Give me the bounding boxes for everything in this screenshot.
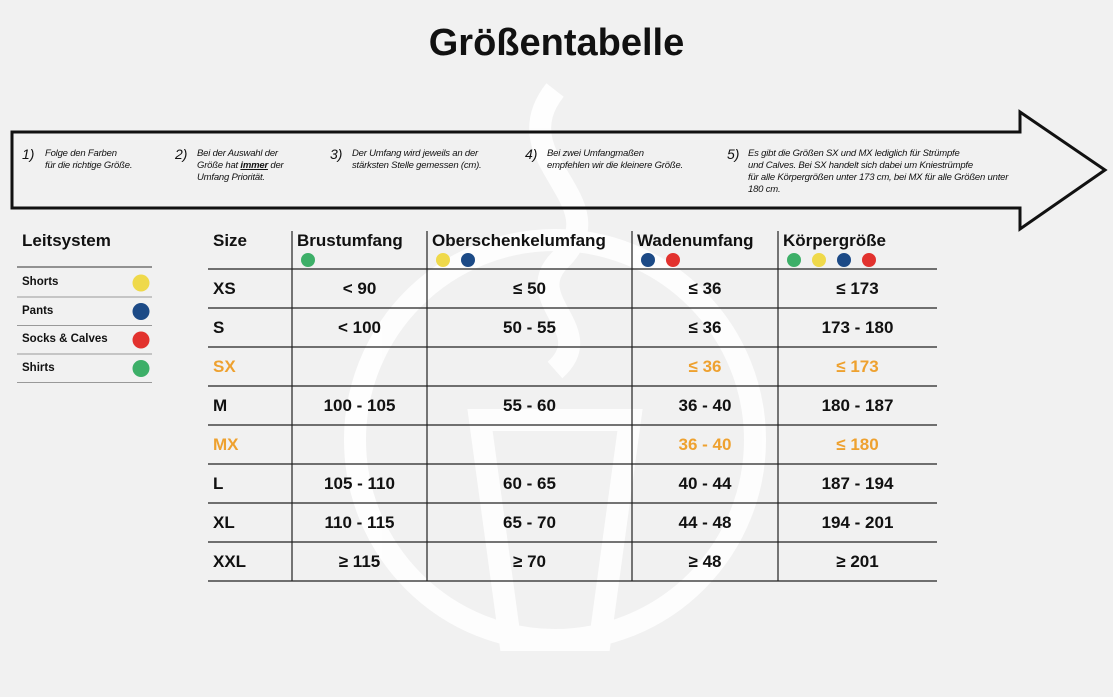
color-dot (666, 253, 680, 267)
column-header: Körpergröße (783, 231, 886, 250)
color-dot (837, 253, 851, 267)
color-dot (436, 253, 450, 267)
emphasis: immer (240, 160, 268, 171)
color-dot (461, 253, 475, 267)
legend-label: Shorts (22, 276, 59, 288)
legend-label: Shirts (22, 361, 55, 374)
color-dot (301, 253, 315, 267)
title: Größentabelle (428, 22, 685, 64)
arrow (10, 109, 1108, 232)
text: der (267, 160, 284, 171)
step-text: Bei der Auswahl der (197, 148, 278, 159)
step-text: Größe hat immer der (197, 160, 284, 172)
color-dot (812, 253, 826, 267)
cell: 100 - 105 (323, 396, 396, 415)
legend-label: Pants (22, 304, 54, 317)
step-text: für alle Körpergrößen unter 173 cm, bei … (748, 172, 1009, 183)
step-text: Es gibt die Größen SX und MX lediglich f… (748, 148, 960, 159)
cell: 55 - 60 (503, 396, 556, 415)
legend-dot (132, 360, 150, 377)
cell: ≥ 48 (688, 552, 722, 571)
step-number: 2) (175, 146, 188, 162)
color-dot (787, 253, 801, 267)
step-number: 5) (727, 146, 740, 162)
size-label: XXL (213, 552, 247, 571)
cell: 105 - 110 (324, 474, 395, 493)
cell: 44 - 48 (678, 513, 732, 532)
cell: ≥ 70 (513, 552, 546, 571)
cell: 36 - 40 (678, 396, 732, 415)
step-text: Bei zwei Umfangmaßen (547, 148, 644, 159)
cell: ≤ 173 (836, 357, 879, 376)
size-label: SX (213, 357, 236, 376)
cell: ≤ 180 (836, 435, 879, 454)
cell: ≤ 50 (513, 279, 546, 298)
step-text: Folge den Farben (45, 148, 117, 159)
cell: ≤ 173 (836, 279, 879, 298)
cell: 110 - 115 (324, 513, 395, 532)
step-text: Der Umfang wird jeweils an der (352, 148, 478, 159)
cell: 187 - 194 (821, 474, 894, 493)
step-text: empfehlen wir die kleinere Größe. (547, 160, 683, 171)
column-header: Wadenumfang (637, 231, 754, 250)
color-dot (641, 253, 655, 267)
size-label: M (213, 396, 228, 415)
cell: 65 - 70 (503, 513, 556, 532)
step-text: und Calves. Bei SX handelt sich dabei um… (748, 160, 973, 171)
cell: 180 - 187 (821, 396, 894, 415)
cell: ≤ 36 (688, 357, 722, 376)
step-text: für die richtige Größe. (45, 160, 133, 171)
color-dot (862, 253, 876, 267)
cell: 60 - 65 (503, 474, 556, 493)
step-number: 4) (525, 146, 538, 162)
size-label: S (213, 318, 225, 337)
legend-label: Socks & Calves (22, 333, 108, 345)
step-number: 3) (330, 146, 343, 162)
legend-title: Leitsystem (22, 231, 111, 250)
step-number: 1) (22, 146, 35, 162)
size-label: XS (213, 279, 236, 298)
text: Größe hat (197, 160, 241, 171)
cell: ≤ 36 (688, 279, 722, 298)
column-header: Size (213, 231, 248, 250)
size-label: XL (213, 513, 235, 532)
cell: 50 - 55 (503, 318, 556, 337)
step-text: 180 cm. (748, 184, 781, 195)
cell: ≥ 115 (338, 552, 381, 571)
size-label: L (213, 474, 224, 493)
step-text: Umfang Priorität. (197, 172, 265, 183)
cell: < 100 (337, 318, 381, 337)
cell: 36 - 40 (678, 435, 732, 454)
legend-dot (132, 331, 150, 349)
legend-dot (132, 303, 150, 320)
cell: ≥ 201 (836, 552, 879, 571)
watermark (344, 83, 766, 651)
step-text: stärksten Stelle gemessen (cm). (352, 160, 482, 171)
cell: 194 - 201 (821, 513, 894, 532)
cell: 173 - 180 (821, 318, 894, 337)
legend-dot (132, 274, 150, 292)
size-label: MX (213, 435, 239, 454)
column-header: Oberschenkelumfang (432, 231, 606, 250)
cell: ≤ 36 (688, 318, 722, 337)
cell: 40 - 44 (678, 474, 732, 493)
column-header: Brustumfang (297, 231, 403, 250)
cell: < 90 (342, 279, 377, 298)
